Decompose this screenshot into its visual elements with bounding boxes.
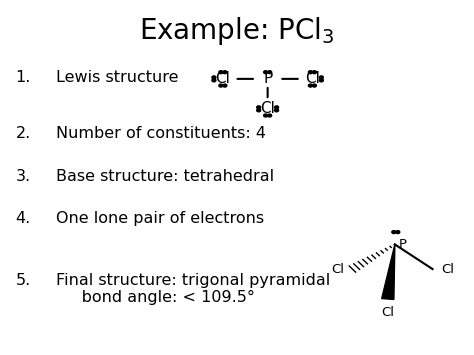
Circle shape	[257, 106, 261, 109]
Text: Cl: Cl	[305, 71, 320, 86]
Circle shape	[319, 79, 323, 82]
Text: Base structure: tetrahedral: Base structure: tetrahedral	[55, 169, 273, 184]
Text: Cl: Cl	[215, 71, 230, 86]
Text: 1.: 1.	[16, 70, 31, 85]
Text: 5.: 5.	[16, 273, 31, 288]
Circle shape	[392, 231, 396, 234]
Text: Lewis structure: Lewis structure	[55, 70, 178, 85]
Text: 2.: 2.	[16, 126, 31, 141]
Text: Cl: Cl	[441, 263, 454, 275]
Circle shape	[219, 71, 223, 74]
Polygon shape	[382, 245, 395, 300]
Text: Number of constituents: 4: Number of constituents: 4	[55, 126, 265, 141]
Text: Final structure: trigonal pyramidal
     bond angle: < 109.5°: Final structure: trigonal pyramidal bond…	[55, 273, 330, 305]
Circle shape	[223, 84, 227, 87]
Circle shape	[274, 109, 279, 112]
Text: 4.: 4.	[16, 211, 31, 226]
Circle shape	[309, 71, 312, 74]
Circle shape	[212, 76, 216, 79]
Text: Cl: Cl	[260, 101, 275, 116]
Circle shape	[312, 71, 316, 74]
Text: Cl: Cl	[331, 263, 344, 275]
Circle shape	[264, 114, 268, 117]
Circle shape	[396, 231, 400, 234]
Circle shape	[309, 84, 312, 87]
Circle shape	[312, 84, 316, 87]
Circle shape	[319, 76, 323, 79]
Circle shape	[219, 84, 223, 87]
Text: P: P	[263, 71, 272, 86]
Circle shape	[268, 114, 272, 117]
Text: Example: PCl$_3$: Example: PCl$_3$	[139, 16, 335, 48]
Text: P: P	[399, 238, 407, 251]
Circle shape	[212, 79, 216, 82]
Text: 3.: 3.	[16, 169, 31, 184]
Circle shape	[257, 109, 261, 112]
Circle shape	[268, 71, 272, 74]
Circle shape	[223, 71, 227, 74]
Text: Cl: Cl	[381, 306, 394, 319]
Circle shape	[274, 106, 279, 109]
Text: One lone pair of electrons: One lone pair of electrons	[55, 211, 264, 226]
Circle shape	[264, 71, 268, 74]
